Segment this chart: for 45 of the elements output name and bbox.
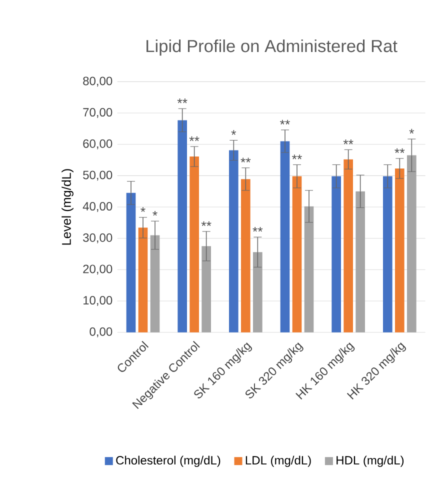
bar (190, 156, 199, 332)
annotation: ** (177, 98, 188, 104)
chart-title: Lipid Profile on Administered Rat (146, 39, 398, 56)
annotation: ** (343, 140, 354, 144)
annotation: * (140, 207, 146, 212)
y-axis-title: Level (mg/dL) (62, 169, 74, 245)
y-tick-label: 40,00 (82, 202, 112, 212)
bar (229, 150, 238, 332)
y-tick-label: 70,00 (83, 108, 112, 118)
annotation: ** (252, 226, 263, 232)
y-tick-label: 20,00 (83, 264, 112, 275)
annotation: ** (292, 154, 302, 160)
bar (332, 176, 341, 332)
legend-label: HDL (mg/dL) (336, 456, 404, 467)
y-tick-label: 50,00 (83, 170, 112, 181)
bar (126, 192, 136, 332)
bar (382, 176, 392, 332)
annotation: ** (201, 221, 212, 226)
legend-label: Cholesterol (mg/dL) (116, 456, 220, 467)
bar (240, 179, 250, 332)
bar (150, 235, 160, 332)
y-tick-label: 10,00 (84, 296, 112, 306)
bar (253, 252, 262, 332)
bar (138, 228, 148, 332)
bar (406, 155, 416, 332)
annotation: * (409, 128, 414, 134)
bar (356, 191, 365, 332)
y-tick-label: 0,00 (90, 327, 112, 338)
annotation: ** (240, 158, 251, 162)
annotation: ** (280, 120, 290, 124)
bar (280, 141, 290, 332)
y-tick-label: 60,00 (83, 139, 112, 150)
annotation: * (231, 130, 236, 135)
bar (178, 120, 187, 332)
bar (202, 246, 211, 332)
bar (304, 206, 314, 332)
bar (344, 159, 353, 332)
y-tick-label: 30,00 (83, 233, 112, 244)
annotation: ** (394, 148, 405, 154)
bar (292, 176, 302, 332)
annotation: * (152, 210, 158, 216)
legend-label: LDL (mg/dL) (246, 456, 311, 467)
y-tick-label: 80,00 (83, 76, 112, 87)
annotation: ** (189, 136, 200, 142)
bar (395, 168, 404, 332)
